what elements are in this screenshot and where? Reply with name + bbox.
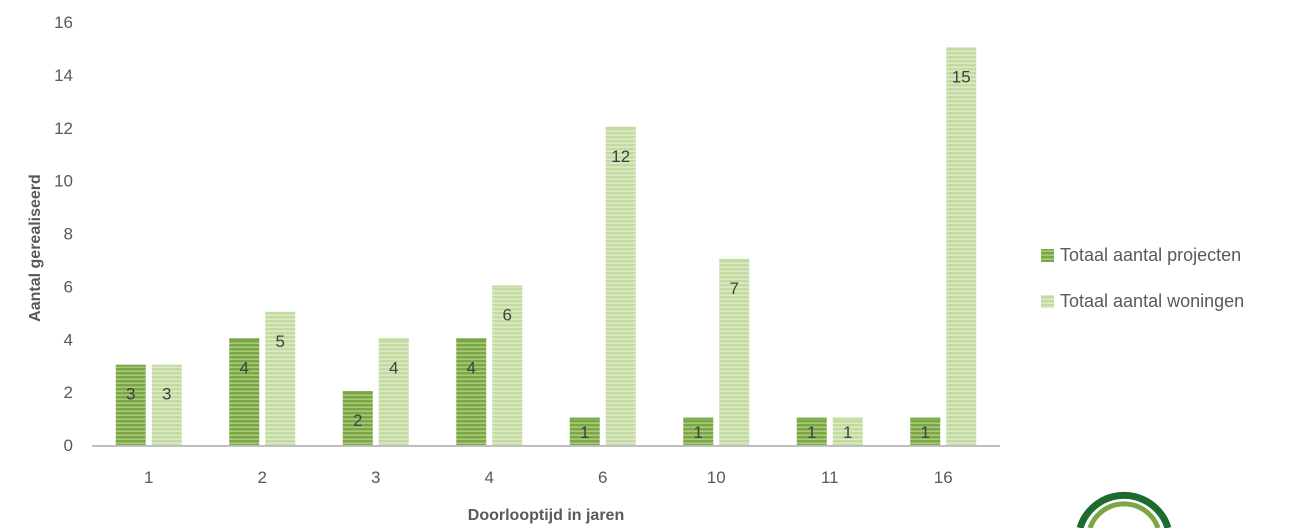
data-label: 1	[921, 423, 930, 442]
bar-projecten	[456, 339, 487, 445]
y-tick-label: 6	[64, 277, 73, 296]
x-tick-label: 10	[707, 468, 726, 487]
bar-projecten	[569, 418, 600, 445]
bar-projecten	[796, 418, 827, 445]
bar-top-edge	[456, 338, 487, 341]
bar-top-edge	[378, 338, 409, 341]
data-label: 12	[611, 147, 630, 166]
y-tick-label: 4	[64, 330, 73, 349]
x-tick-label: 1	[144, 468, 153, 487]
y-tick-label: 8	[64, 225, 73, 244]
data-label: 15	[952, 67, 971, 86]
bar-projecten	[115, 365, 146, 445]
bar-projecten	[229, 339, 260, 445]
y-tick-label: 12	[54, 119, 73, 138]
bars	[115, 47, 977, 445]
bar-top-edge	[832, 417, 863, 420]
y-axis-title: Aantal gerealiseerd	[27, 174, 44, 322]
bar-top-edge	[605, 126, 636, 129]
data-label: 4	[467, 358, 476, 377]
x-tick-label: 2	[258, 468, 267, 487]
bar-woningen	[378, 339, 409, 445]
y-tick-label: 14	[54, 66, 73, 85]
legend: Totaal aantal projecten Totaal aantal won…	[1041, 245, 1244, 311]
x-tick-label: 16	[934, 468, 953, 487]
y-tick-label: 16	[54, 13, 73, 32]
bar-top-edge	[946, 47, 977, 50]
bar-top-edge	[151, 364, 182, 367]
bar-top-edge	[342, 391, 373, 394]
bar-woningen	[492, 286, 523, 445]
y-tick-label: 0	[64, 436, 73, 455]
bar-woningen	[265, 312, 296, 445]
y-tick-label: 10	[54, 172, 73, 191]
bar-projecten	[910, 418, 941, 445]
bar-woningen	[832, 418, 863, 445]
legend-swatch	[1041, 249, 1054, 262]
bar-projecten	[683, 418, 714, 445]
data-label: 3	[162, 385, 171, 404]
bar-top-edge	[910, 417, 941, 420]
data-label: 1	[580, 423, 589, 442]
y-axis-ticks: 0 2 4 6 8 10 12 14 16	[54, 13, 73, 455]
bar-top-edge	[796, 417, 827, 420]
data-label: 1	[807, 423, 816, 442]
bar-woningen	[151, 365, 182, 445]
data-label: 2	[353, 411, 362, 430]
data-label: 1	[694, 423, 703, 442]
data-label: 3	[126, 385, 135, 404]
x-tick-label: 6	[598, 468, 607, 487]
y-tick-label: 2	[64, 383, 73, 402]
bar-top-edge	[265, 311, 296, 314]
bar-top-edge	[569, 417, 600, 420]
legend-entry: Totaal aantal woningen	[1060, 291, 1244, 311]
x-tick-label: 4	[485, 468, 494, 487]
data-label: 5	[276, 332, 285, 351]
x-axis-ticks: 1 2 3 4 6 10 11 16	[144, 468, 953, 487]
x-tick-label: 11	[821, 468, 839, 487]
bar-woningen	[946, 48, 977, 445]
legend-swatch	[1041, 295, 1054, 308]
data-label: 1	[843, 423, 852, 442]
bar-top-edge	[719, 258, 750, 261]
data-label: 6	[503, 305, 512, 324]
circular-logo-icon	[1076, 492, 1172, 528]
data-label: 4	[389, 358, 398, 377]
bar-woningen	[719, 259, 750, 445]
bar-top-edge	[115, 364, 146, 367]
bar-top-edge	[492, 285, 523, 288]
bar-top-edge	[683, 417, 714, 420]
x-tick-label: 3	[371, 468, 380, 487]
bar-top-edge	[229, 338, 260, 341]
data-label: 4	[240, 358, 249, 377]
bar-projecten	[342, 392, 373, 445]
bar-woningen	[605, 127, 636, 445]
x-axis-title: Doorlooptijd in jaren	[468, 507, 624, 524]
data-label: 7	[730, 279, 739, 298]
legend-entry: Totaal aantal projecten	[1060, 245, 1241, 265]
data-labels: 3 3 4 5 2 4 4 6 1 12 1 7 1 1 1 15	[126, 67, 971, 441]
